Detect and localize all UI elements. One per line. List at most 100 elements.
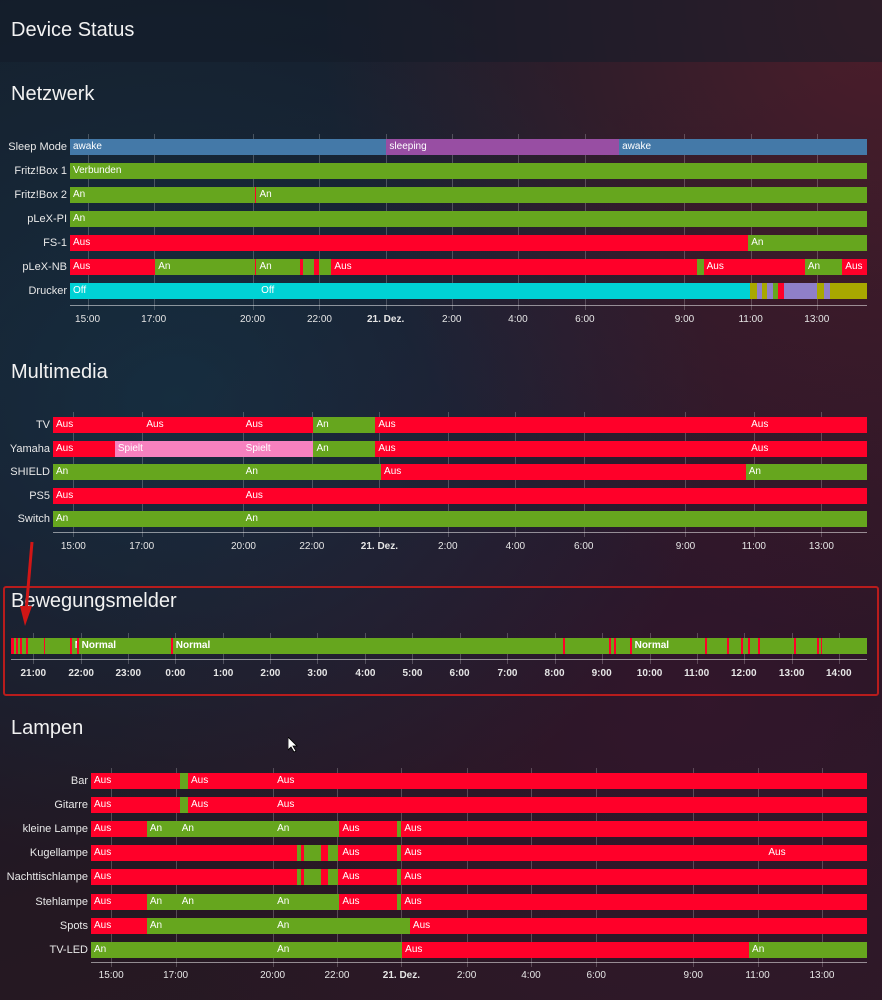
timeline-segment[interactable] (823, 283, 830, 299)
timeline-segment[interactable] (822, 638, 867, 654)
timeline-segment[interactable] (45, 638, 71, 654)
timeline-segment[interactable] (784, 283, 817, 299)
timeline-segment[interactable] (20, 638, 23, 654)
timeline-segment[interactable]: awake (70, 139, 387, 155)
timeline-segment[interactable] (313, 259, 319, 275)
timeline-segment[interactable]: Aus (401, 845, 766, 862)
timeline-segment[interactable] (760, 638, 795, 654)
timeline-segment[interactable] (829, 283, 867, 299)
timeline-segment[interactable] (777, 283, 785, 299)
timeline-segment[interactable] (609, 638, 612, 654)
timeline-segment[interactable] (396, 893, 402, 910)
timeline-segment[interactable]: Normal (78, 638, 172, 654)
timeline-segment[interactable] (749, 638, 759, 654)
timeline-segment[interactable] (614, 638, 617, 654)
timeline-segment[interactable] (772, 283, 778, 299)
timeline-segment[interactable]: Aus (242, 487, 867, 504)
timeline-segment[interactable] (563, 638, 565, 654)
timeline-segment[interactable] (303, 845, 321, 862)
timeline-segment[interactable] (396, 821, 402, 838)
timeline-segment[interactable]: Aus (331, 259, 698, 275)
timeline-segment[interactable] (14, 638, 17, 654)
timeline-segment[interactable]: Verbunden (70, 163, 867, 179)
timeline-segment[interactable]: Off (258, 283, 750, 299)
timeline-segment[interactable] (303, 869, 321, 886)
timeline-segment[interactable]: Spielt (242, 440, 314, 457)
timeline-segment[interactable] (795, 638, 818, 654)
timeline-segment[interactable]: Aus (91, 797, 181, 814)
timeline-segment[interactable]: Aus (703, 259, 805, 275)
timeline-segment[interactable] (328, 845, 338, 862)
timeline-segment[interactable]: Aus (409, 917, 867, 934)
timeline-segment[interactable]: Aus (339, 869, 397, 886)
timeline-segment[interactable]: An (242, 511, 867, 527)
timeline-segment[interactable] (337, 869, 340, 886)
timeline-segment[interactable]: Aus (91, 917, 147, 934)
timeline-segment[interactable]: Aus (339, 845, 397, 862)
timeline-segment[interactable]: Aus (188, 773, 275, 789)
timeline-segment[interactable] (320, 869, 329, 886)
timeline-segment[interactable]: An (155, 259, 255, 275)
timeline-segment[interactable] (616, 638, 630, 654)
timeline-segment[interactable]: An (178, 893, 275, 910)
timeline-segment[interactable]: An (804, 259, 843, 275)
timeline-segment[interactable]: Aus (53, 440, 115, 457)
timeline-segment[interactable]: Aus (274, 797, 867, 814)
timeline-segment[interactable]: Aus (765, 845, 867, 862)
timeline-segment[interactable] (749, 283, 757, 299)
timeline-segment[interactable] (758, 638, 760, 654)
timeline-segment[interactable] (302, 259, 314, 275)
timeline-segment[interactable]: Aus (375, 417, 749, 433)
timeline-segment[interactable]: Normal (631, 638, 706, 654)
timeline-segment[interactable] (76, 638, 79, 654)
timeline-segment[interactable] (17, 638, 21, 654)
timeline-segment[interactable]: Aus (401, 869, 867, 886)
timeline-segment[interactable]: An (146, 821, 179, 838)
timeline-segment[interactable]: Aus (401, 821, 867, 838)
timeline-segment[interactable] (748, 638, 750, 654)
timeline-segment[interactable] (318, 259, 332, 275)
timeline-segment[interactable]: An (53, 511, 243, 527)
timeline-segment[interactable] (705, 638, 707, 654)
timeline-segment[interactable]: An (313, 440, 376, 457)
timeline-segment[interactable] (16, 638, 18, 654)
timeline-segment[interactable]: Aus (70, 235, 749, 251)
timeline-segment[interactable] (300, 845, 304, 862)
timeline-segment[interactable]: An (749, 941, 867, 958)
timeline-segment[interactable] (706, 638, 728, 654)
timeline-segment[interactable]: sleeping (386, 139, 620, 155)
timeline-segment[interactable] (611, 638, 615, 654)
timeline-segment[interactable]: Aus (91, 869, 298, 886)
timeline-segment[interactable] (299, 259, 303, 275)
timeline-segment[interactable]: Aus (242, 417, 314, 433)
timeline-segment[interactable] (254, 187, 257, 203)
timeline-segment[interactable] (629, 638, 632, 654)
timeline-segment[interactable] (180, 773, 188, 789)
timeline-segment[interactable] (794, 638, 796, 654)
timeline-segment[interactable]: Off (70, 283, 259, 299)
timeline-segment[interactable]: Spielt (114, 440, 243, 457)
timeline-segment[interactable] (757, 283, 762, 299)
timeline-segment[interactable]: An (274, 941, 403, 958)
timeline-segment[interactable] (180, 797, 188, 814)
timeline-segment[interactable]: An (313, 417, 376, 433)
timeline-segment[interactable]: Aus (401, 893, 867, 910)
timeline-segment[interactable] (742, 638, 748, 654)
timeline-segment[interactable]: Aus (748, 417, 867, 433)
timeline-segment[interactable]: Aus (91, 821, 147, 838)
timeline-segment[interactable] (727, 638, 730, 654)
timeline-segment[interactable] (396, 869, 402, 886)
timeline-segment[interactable] (297, 845, 301, 862)
timeline-segment[interactable]: An (745, 464, 867, 480)
timeline-segment[interactable] (28, 638, 44, 654)
timeline-segment[interactable]: An (178, 821, 275, 838)
timeline-segment[interactable]: Aus (91, 845, 298, 862)
timeline-segment[interactable] (43, 638, 46, 654)
timeline-segment[interactable] (766, 283, 773, 299)
timeline-segment[interactable] (820, 638, 823, 654)
timeline-segment[interactable] (396, 845, 402, 862)
timeline-segment[interactable] (697, 259, 704, 275)
timeline-segment[interactable] (761, 283, 767, 299)
timeline-segment[interactable] (337, 845, 340, 862)
timeline-segment[interactable]: An (146, 893, 179, 910)
